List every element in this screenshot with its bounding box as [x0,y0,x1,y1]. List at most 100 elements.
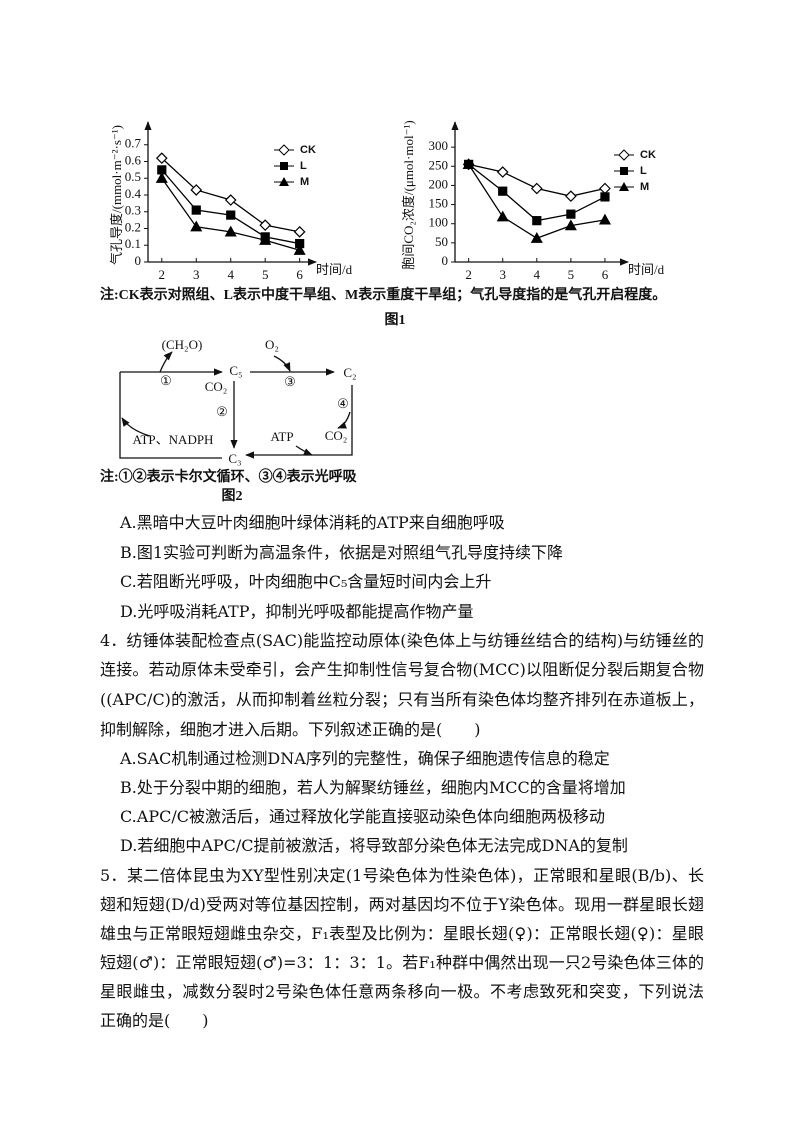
point [293,226,306,238]
legend-marker [279,177,289,186]
diagram-label: ③ [284,374,296,389]
question-line: ((APC/C)的激活，从而抑制着丝粒分裂；只有当所有染色体均整齐排列在赤道板上… [100,690,704,709]
y-tick-label: 0.7 [125,136,142,151]
y-axis-label: 胞间CO₂浓度/(μmol·mol⁻¹) [401,120,416,269]
legend-marker [278,144,290,156]
point [190,184,203,196]
y-tick-label: 50 [435,234,448,249]
x-tick-label: 2 [159,267,166,282]
diagram-label: O₂ [265,337,279,352]
question-line: 连接。若动原体未受牵引，会产生抑制性信号复合物(MCC)以阻断促分裂后期复合物 [100,660,704,679]
point [224,225,237,237]
y-tick-label: 0.5 [125,169,141,184]
point [259,219,272,231]
y-tick-label: 0.3 [125,203,141,218]
series-line [468,164,606,239]
x-axis-label: 时间/d [628,262,665,277]
y-tick-label: 0.6 [125,152,142,167]
diagram-label: C₃ [228,451,241,466]
point [190,220,203,232]
x-tick-label: 3 [193,267,200,282]
question-line: 正确的是( ) [100,1011,209,1030]
x-tick-label: 6 [602,267,609,282]
y-tick-label: 0 [135,253,142,268]
point [191,205,201,215]
y-tick-label: 100 [429,215,449,230]
diagram-label: (CH₂O) [162,337,203,352]
diagram-label: ① [160,373,172,388]
legend-marker [619,182,629,191]
point [530,232,543,243]
x-tick-label: 4 [227,267,234,282]
y-tick-label: 0.2 [125,219,141,234]
legend-label: L [300,160,307,172]
point [598,213,611,225]
x-tick-label: 2 [465,267,472,282]
question-line: 星眼雌虫，减数分裂时2号染色体任意两条移向一极。不考虑致死和突变，下列说法 [100,982,704,1001]
question-line: 短翅(♂)：正常眼短翅(♂)=3：1：3：1。若F₁种群中偶然出现一只2号染色体… [100,953,704,972]
y-tick-label: 0 [442,253,449,268]
x-tick-label: 5 [568,267,575,282]
legend-marker [618,149,630,161]
option: C.APC/C被激活后，通过释放化学能直接驱动染色体向细胞两极移动 [120,807,605,826]
figures: 注:CK表示对照组、L表示中度干旱组、M表示重度干旱组；气孔导度指的是气孔开启程… [100,120,666,504]
point [259,233,272,245]
x-axis-label: 时间/d [316,262,353,277]
option: D.光呼吸消耗ATP，抑制光呼吸都能提高作物产量 [120,602,474,621]
x-tick-label: 5 [262,267,269,282]
figure-note: 注:CK表示对照组、L表示中度干旱组、M表示重度干旱组；气孔导度指的是气孔开启程… [100,286,666,303]
point [226,210,236,220]
option: D.若细胞中APC/C提前被激活，将导致部分染色体无法完成DNA的复制 [120,836,628,855]
point [530,182,543,195]
question-line: 5．某二倍体昆虫为XY型性别决定(1号染色体为性染色体)，正常眼和星眼(B/b)… [100,866,704,885]
figure-caption: 图2 [222,488,243,504]
point [496,210,509,222]
figure-caption: 图1 [385,312,406,328]
diagram-label: CO₂ [205,379,228,394]
y-tick-label: 300 [429,138,449,153]
point [293,244,306,255]
point [224,194,237,206]
diagram-label: C₂ [343,365,356,380]
legend-label: M [640,181,649,193]
y-tick-label: 150 [429,196,449,211]
legend-label: L [640,165,647,177]
point [532,216,542,226]
point [566,209,576,219]
figure-note: 注:①②表示卡尔文循环、③④表示光呼吸 [100,468,358,485]
legend-label: CK [640,149,656,161]
diagram-label: ATP [270,429,293,444]
x-tick-label: 6 [296,267,303,282]
option: A.SAC机制通过检测DNA序列的完整性，确保子细胞遗传信息的稳定 [120,749,610,768]
option: B.处于分裂中期的细胞，若人为解聚纺锤丝，细胞内MCC的含量将增加 [120,778,626,797]
point [599,182,611,195]
question-line: 翅和短翅(D/d)受两对等位基因控制，两对基因均不位于Y染色体。现用一群星眼长翅 [100,895,704,914]
x-tick-label: 4 [534,267,541,282]
y-tick-label: 250 [429,157,449,172]
point [565,190,577,202]
option: C.若阻断光呼吸，叶肉细胞中C₅含量短时间内会上升 [120,572,492,591]
legend-label: M [300,176,309,188]
point [496,166,509,178]
y-tick-label: 0.1 [125,236,141,251]
legend-label: CK [300,144,316,156]
legend-marker [280,162,288,170]
question-line: 4．纺锤体装配检查点(SAC)能监控动原体(染色体上与纺锤丝结合的结构)与纺锤丝… [100,631,704,650]
point [462,158,475,169]
point [155,152,168,164]
point [600,192,610,202]
question-line: 雄虫与正常眼短翅雌虫杂交，F₁表型及比例为：星眼长翅(♀)：正常眼长翅(♀)：星… [100,924,704,943]
cycle-diagram [119,351,353,459]
y-tick-label: 200 [429,176,449,191]
diagram-label: C₅ [229,363,242,378]
y-axis-label: 气孔导度/(mmol·m⁻²·s⁻¹) [109,125,124,265]
diagram-label: ② [216,404,228,419]
diagram-label: ATP、NADPH [133,432,214,447]
diagram-label: CO₂ [325,428,348,443]
option: B.图1实验可判断为高温条件，依据是对照组气孔导度持续下降 [120,543,564,562]
point [155,172,168,183]
question-line: 抑制解除，细胞才进入后期。下列叙述正确的是( ) [100,720,481,739]
option: A.黑暗中大豆叶肉细胞叶绿体消耗的ATP来自细胞呼吸 [120,513,505,532]
point [564,219,577,231]
